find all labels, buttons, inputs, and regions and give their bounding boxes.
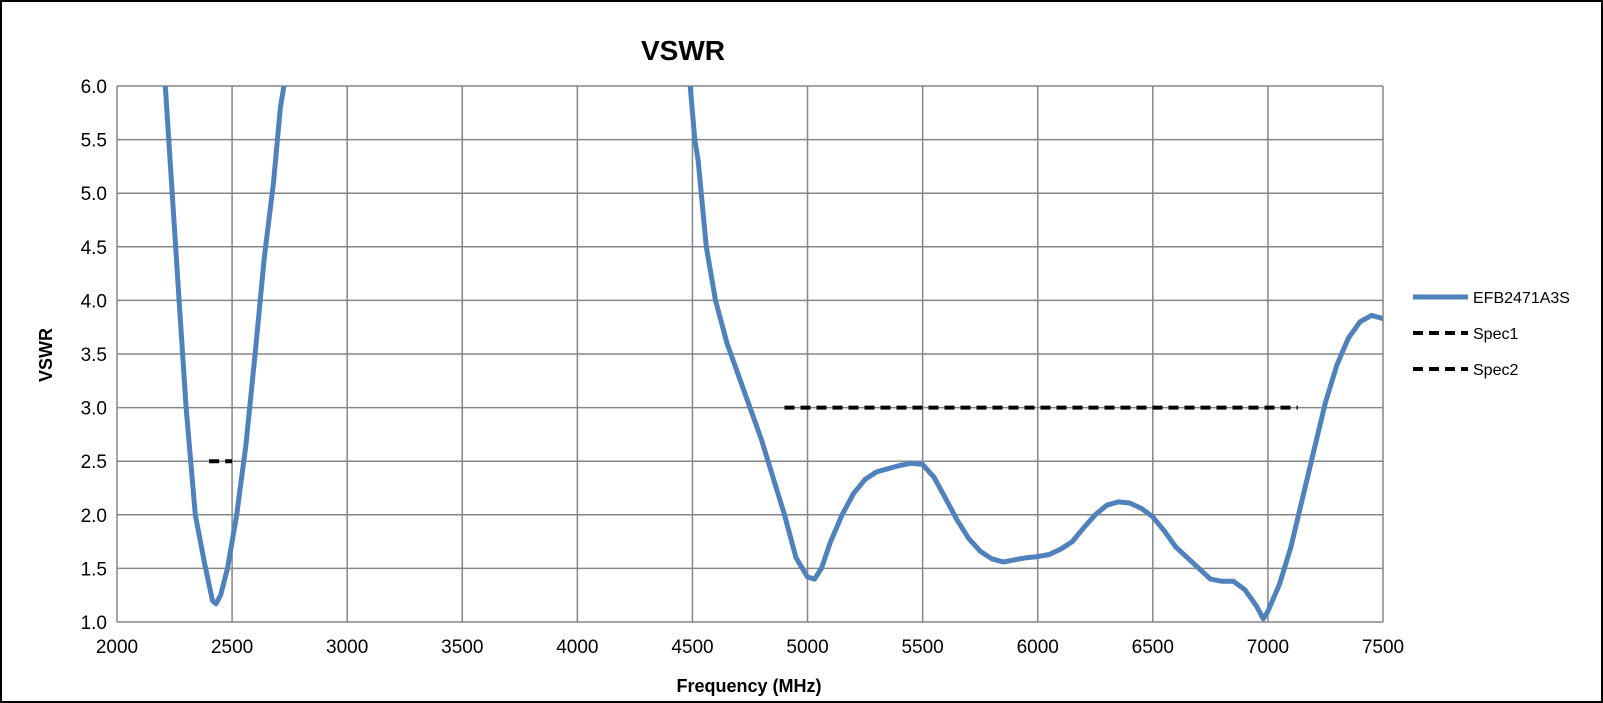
y-tick-label: 3.5 bbox=[81, 345, 107, 366]
plot-lines bbox=[162, 86, 1383, 622]
x-tick-label: 4500 bbox=[671, 637, 713, 658]
y-tick-label: 2.0 bbox=[81, 506, 107, 527]
y-tick-label: 5.0 bbox=[81, 184, 107, 205]
x-tick-label: 7000 bbox=[1247, 637, 1289, 658]
x-tick-label: 2500 bbox=[211, 637, 253, 658]
y-tick-label: 5.5 bbox=[81, 131, 107, 152]
series-line-efb2471a3s bbox=[687, 86, 1383, 622]
x-tick-label: 6500 bbox=[1132, 637, 1174, 658]
y-tick-label: 6.0 bbox=[81, 77, 107, 98]
x-tick-label: 6000 bbox=[1017, 637, 1059, 658]
legend-label: EFB2471A3S bbox=[1473, 290, 1570, 307]
y-tick-label: 4.0 bbox=[81, 291, 107, 312]
y-tick-label: 1.0 bbox=[81, 613, 107, 634]
y-axis-title: VSWR bbox=[36, 328, 56, 382]
y-tick-label: 4.5 bbox=[81, 238, 107, 259]
legend-label: Spec1 bbox=[1473, 326, 1518, 343]
x-tick-label: 5500 bbox=[901, 637, 943, 658]
x-tick-label: 3500 bbox=[441, 637, 483, 658]
x-tick-label: 7500 bbox=[1362, 637, 1404, 658]
legend: EFB2471A3S Spec1 Spec2 bbox=[1413, 290, 1570, 379]
y-tick-label: 3.0 bbox=[81, 399, 107, 420]
x-tick-label: 3000 bbox=[326, 637, 368, 658]
y-tick-label: 1.5 bbox=[81, 559, 107, 580]
x-axis-title: Frequency (MHz) bbox=[676, 676, 821, 696]
x-tick-label: 5000 bbox=[786, 637, 828, 658]
grid bbox=[116, 85, 1384, 623]
series-line-efb2471a3s bbox=[162, 86, 287, 607]
y-tick-label: 2.5 bbox=[81, 452, 107, 473]
tick-labels: 1.0 1.5 2.0 2.5 3.0 3.5 4.0 4.5 5.0 5.5 6.0 2000 250… bbox=[81, 77, 1405, 658]
chart-title: VSWR bbox=[641, 35, 725, 66]
legend-label: Spec2 bbox=[1473, 362, 1518, 379]
x-tick-label: 2000 bbox=[96, 637, 138, 658]
x-tick-label: 4000 bbox=[556, 637, 598, 658]
